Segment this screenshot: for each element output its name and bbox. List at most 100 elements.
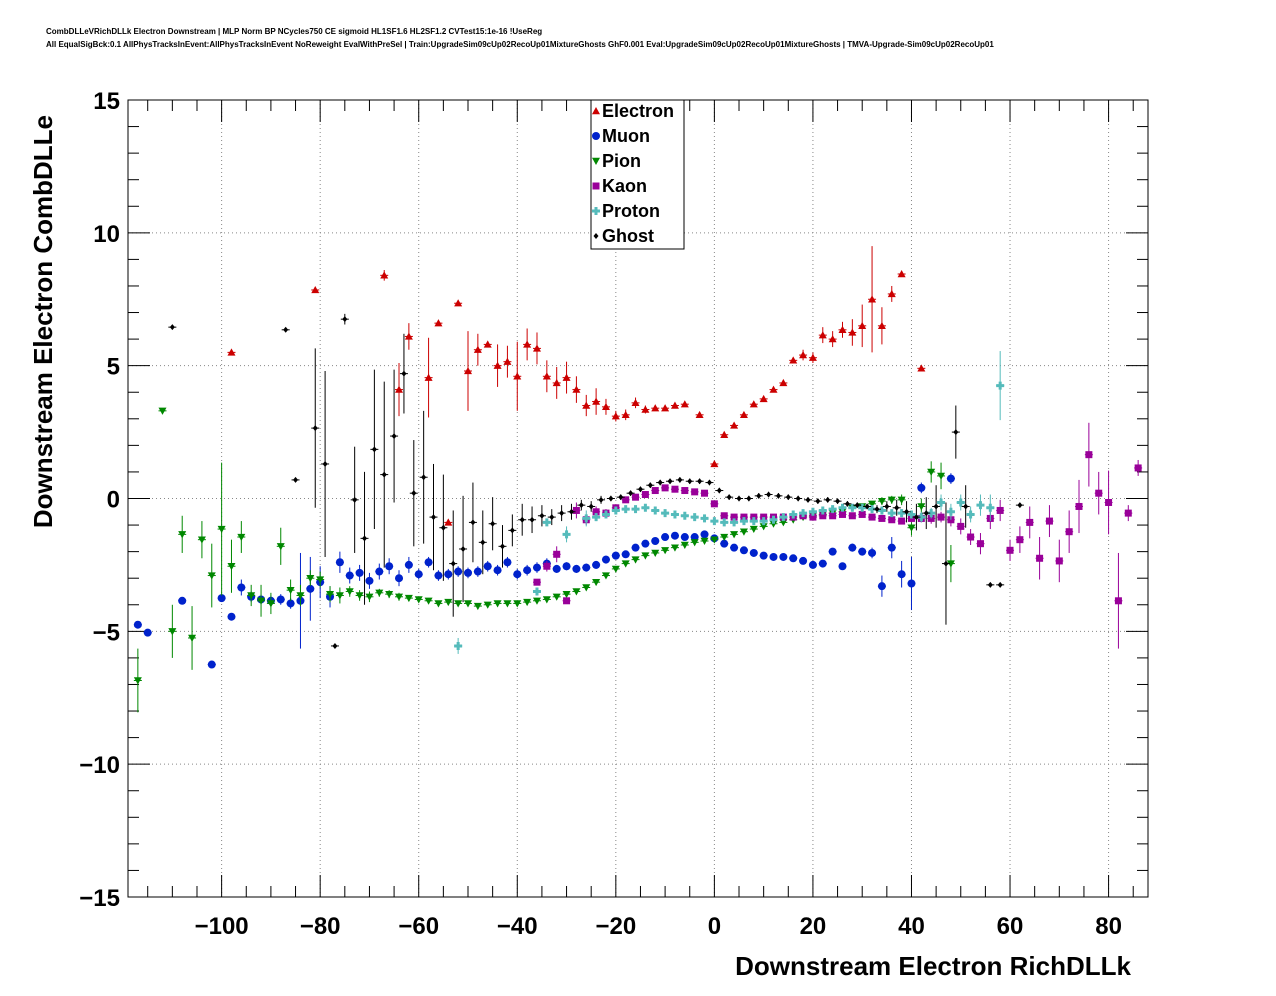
- data-point: [874, 506, 880, 513]
- data-point: [838, 510, 846, 518]
- data-point: [424, 373, 433, 381]
- data-point: [592, 508, 600, 516]
- data-point: [480, 539, 486, 546]
- data-point: [592, 513, 601, 522]
- data-point: [695, 410, 704, 419]
- data-point: [532, 344, 541, 352]
- data-point: [257, 597, 266, 605]
- data-point: [720, 533, 729, 542]
- data-point: [549, 514, 555, 521]
- data-point: [690, 513, 699, 522]
- data-point: [592, 578, 601, 587]
- legend-box: [590, 99, 685, 250]
- data-point: [559, 510, 565, 517]
- data-point: [858, 503, 867, 512]
- data-point: [286, 599, 295, 608]
- data-point: [395, 593, 404, 601]
- data-point: [927, 509, 936, 518]
- data-point: [532, 587, 541, 596]
- data-point: [464, 600, 472, 608]
- data-point: [868, 500, 877, 508]
- data-point: [385, 590, 394, 599]
- data-point: [835, 498, 841, 505]
- data-point: [637, 486, 643, 493]
- data-point: [858, 321, 867, 330]
- data-point: [404, 560, 413, 569]
- data-point: [1124, 509, 1132, 517]
- data-point: [1045, 517, 1053, 525]
- data-point: [897, 509, 906, 518]
- data-point: [352, 496, 358, 503]
- data-point: [730, 518, 739, 527]
- x-tick-label: −40: [497, 913, 538, 940]
- data-point: [808, 353, 817, 361]
- data-point: [454, 299, 463, 307]
- data-point: [680, 541, 689, 549]
- data-point: [907, 510, 916, 519]
- data-point: [897, 270, 906, 278]
- data-point: [756, 492, 762, 499]
- legend-label: Electron: [602, 101, 674, 121]
- data-point: [572, 588, 581, 596]
- data-point: [601, 402, 610, 411]
- data-point: [414, 570, 423, 579]
- data-point: [276, 595, 285, 604]
- data-point: [848, 328, 857, 336]
- data-point: [401, 370, 407, 377]
- data-point: [956, 498, 965, 507]
- data-point: [681, 487, 689, 495]
- data-point: [499, 543, 505, 550]
- data-point: [697, 478, 703, 485]
- data-point: [769, 515, 778, 524]
- data-point: [632, 493, 640, 501]
- data-point: [953, 429, 959, 436]
- data-point: [483, 340, 492, 348]
- data-point: [779, 378, 788, 387]
- data-point: [987, 581, 993, 588]
- data-point: [311, 285, 320, 294]
- data-point: [316, 576, 325, 584]
- data-point: [539, 512, 545, 519]
- data-point: [572, 385, 581, 393]
- data-point: [769, 385, 778, 393]
- data-point: [381, 471, 387, 478]
- data-point: [621, 550, 630, 559]
- data-point: [618, 494, 624, 501]
- data-point: [490, 520, 496, 527]
- data-point: [444, 598, 453, 607]
- data-point: [769, 520, 778, 528]
- data-point: [582, 401, 591, 409]
- data-point: [404, 594, 413, 603]
- data-point: [493, 566, 502, 575]
- data-point: [365, 593, 374, 601]
- data-point: [621, 505, 630, 514]
- data-point: [769, 552, 778, 561]
- data-point: [701, 489, 709, 497]
- data-point: [759, 394, 768, 403]
- data-point: [296, 592, 305, 600]
- data-point: [197, 536, 206, 544]
- data-point: [736, 495, 742, 502]
- data-point: [661, 484, 669, 492]
- data-point: [529, 516, 535, 523]
- data-point: [805, 496, 811, 503]
- data-point: [749, 517, 758, 526]
- data-point: [858, 547, 867, 556]
- data-point: [641, 552, 650, 560]
- data-point: [913, 514, 919, 521]
- data-point: [976, 501, 985, 510]
- data-point: [667, 478, 673, 485]
- series-proton: [454, 351, 1005, 654]
- chart-subtitle: All EqualSigBck:0.1 AllPhysTracksInEvent…: [46, 40, 994, 49]
- data-point: [326, 590, 335, 599]
- data-point: [523, 566, 532, 575]
- y-axis-title: Downstream Electron CombDLLe: [28, 115, 58, 528]
- data-point: [1095, 489, 1103, 497]
- data-point: [1036, 554, 1044, 562]
- data-point: [838, 503, 847, 512]
- data-point: [887, 543, 896, 552]
- data-point: [877, 321, 886, 330]
- data-point: [371, 446, 377, 453]
- data-point: [133, 620, 142, 629]
